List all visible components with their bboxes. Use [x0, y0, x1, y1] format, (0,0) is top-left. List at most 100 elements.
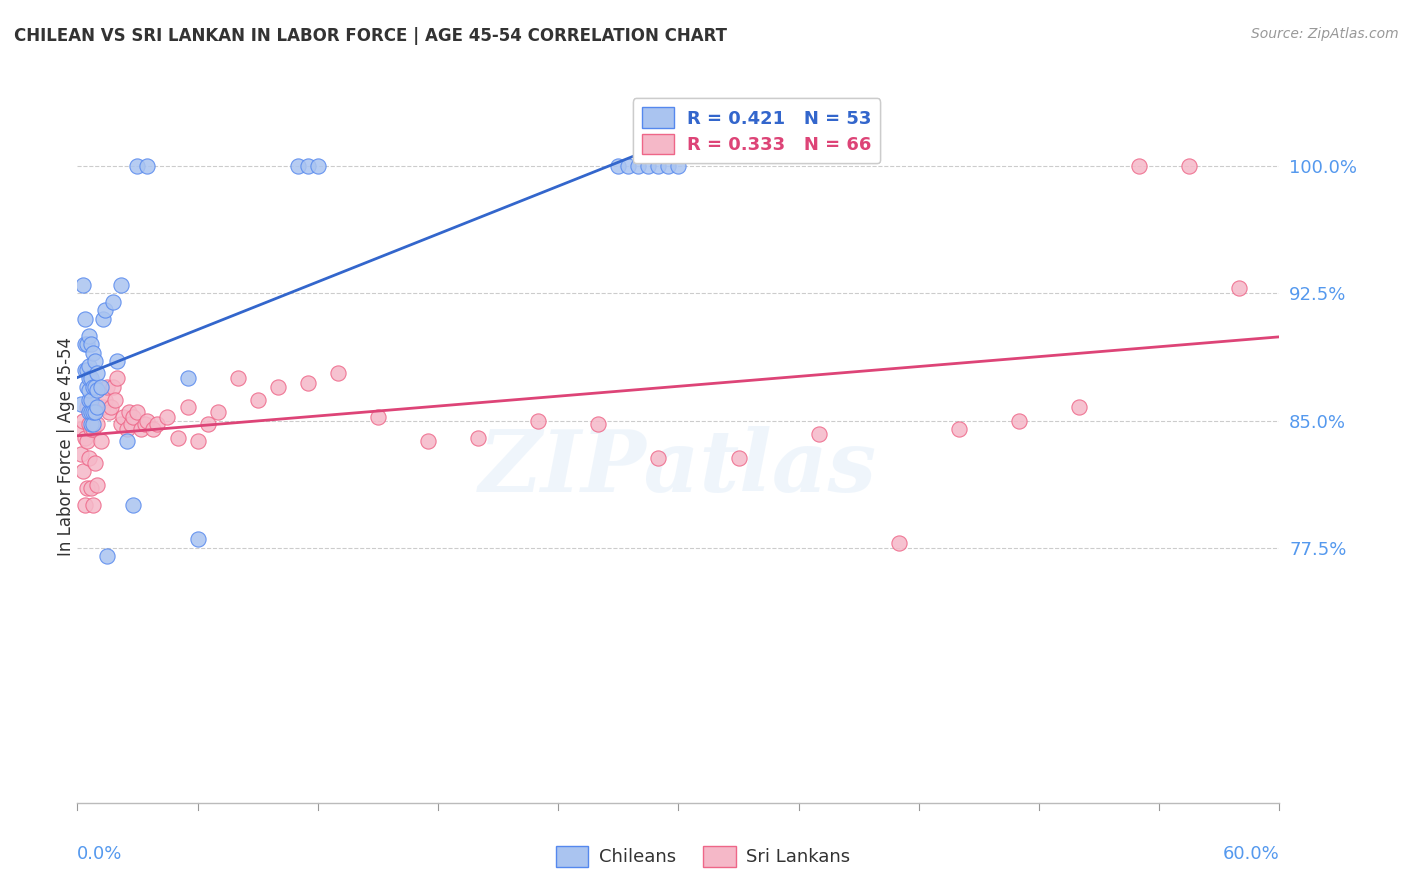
- Point: [197, 417, 219, 431]
- Legend: R = 0.421   N = 53, R = 0.333   N = 66: R = 0.421 N = 53, R = 0.333 N = 66: [633, 98, 880, 163]
- Point: [76, 400, 98, 414]
- Point: [176, 371, 198, 385]
- Point: [112, 410, 135, 425]
- Point: [80, 393, 103, 408]
- Point: [79, 383, 101, 397]
- Point: [75, 337, 97, 351]
- Point: [80, 337, 103, 351]
- Point: [86, 383, 108, 397]
- Point: [297, 159, 319, 173]
- Point: [267, 379, 290, 393]
- Point: [617, 159, 640, 173]
- Point: [146, 417, 169, 431]
- Point: [86, 417, 108, 431]
- Point: [86, 400, 108, 414]
- Point: [76, 337, 98, 351]
- Point: [657, 159, 679, 173]
- Point: [136, 159, 159, 173]
- Point: [527, 413, 550, 427]
- Point: [96, 379, 118, 393]
- Point: [107, 371, 129, 385]
- Point: [82, 422, 104, 436]
- Point: [118, 405, 141, 419]
- Point: [93, 311, 115, 326]
- Point: [326, 366, 349, 380]
- Point: [75, 430, 97, 444]
- Point: [186, 434, 209, 448]
- Point: [80, 422, 103, 436]
- Point: [176, 400, 198, 414]
- Point: [93, 400, 115, 414]
- Point: [100, 400, 122, 414]
- Point: [90, 379, 112, 393]
- Point: [186, 533, 209, 547]
- Point: [70, 422, 93, 436]
- Text: ZIPatlas: ZIPatlas: [479, 425, 877, 509]
- Point: [416, 434, 439, 448]
- Point: [1008, 413, 1031, 427]
- Point: [98, 405, 121, 419]
- Point: [110, 277, 132, 292]
- Point: [72, 465, 94, 479]
- Point: [637, 159, 659, 173]
- Point: [156, 410, 179, 425]
- Text: Source: ZipAtlas.com: Source: ZipAtlas.com: [1251, 27, 1399, 41]
- Point: [127, 159, 149, 173]
- Point: [79, 328, 101, 343]
- Point: [122, 499, 145, 513]
- Point: [84, 405, 107, 419]
- Point: [82, 345, 104, 359]
- Point: [70, 448, 93, 462]
- Point: [1069, 400, 1091, 414]
- Point: [86, 366, 108, 380]
- Point: [76, 379, 98, 393]
- Point: [79, 359, 101, 373]
- Point: [79, 417, 101, 431]
- Text: 0.0%: 0.0%: [77, 846, 122, 863]
- Point: [76, 482, 98, 496]
- Point: [79, 371, 101, 385]
- Point: [104, 393, 127, 408]
- Point: [72, 413, 94, 427]
- Point: [79, 393, 101, 408]
- Point: [84, 456, 107, 470]
- Point: [90, 434, 112, 448]
- Point: [226, 371, 249, 385]
- Point: [72, 277, 94, 292]
- Point: [82, 417, 104, 431]
- Point: [80, 371, 103, 385]
- Point: [117, 422, 139, 436]
- Point: [75, 311, 97, 326]
- Point: [120, 417, 142, 431]
- Point: [122, 410, 145, 425]
- Point: [246, 393, 269, 408]
- Point: [297, 376, 319, 391]
- Point: [1178, 159, 1201, 173]
- Point: [84, 379, 107, 393]
- Point: [107, 354, 129, 368]
- Point: [627, 159, 650, 173]
- Point: [84, 354, 107, 368]
- Point: [96, 549, 118, 564]
- Point: [607, 159, 630, 173]
- Point: [86, 478, 108, 492]
- Point: [103, 379, 125, 393]
- Point: [467, 430, 489, 444]
- Point: [84, 396, 107, 410]
- Point: [287, 159, 309, 173]
- Point: [110, 417, 132, 431]
- Point: [307, 159, 329, 173]
- Point: [367, 410, 389, 425]
- Point: [142, 422, 165, 436]
- Point: [117, 434, 139, 448]
- Point: [76, 362, 98, 376]
- Point: [76, 434, 98, 448]
- Point: [131, 422, 153, 436]
- Point: [80, 417, 103, 431]
- Y-axis label: In Labor Force | Age 45-54: In Labor Force | Age 45-54: [58, 336, 75, 556]
- Point: [668, 159, 690, 173]
- Point: [136, 413, 159, 427]
- Point: [75, 362, 97, 376]
- Point: [588, 417, 610, 431]
- Point: [82, 405, 104, 419]
